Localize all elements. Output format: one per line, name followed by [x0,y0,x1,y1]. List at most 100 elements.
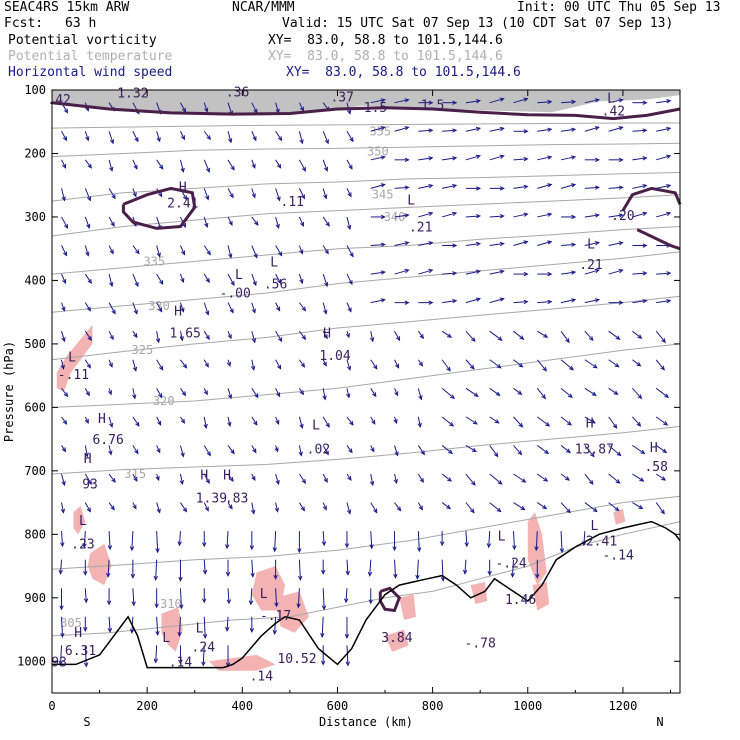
wind-arrow [632,473,644,482]
wind-arrow-head [204,107,209,113]
wind-arrow [179,302,184,312]
wind-arrow [560,531,563,553]
wind-arrow [156,359,164,371]
wind-arrow [536,502,547,509]
wind-arrow-head [380,242,386,247]
wind-arrow [132,131,139,142]
wind-arrow [417,531,420,552]
wind-arrow [346,188,352,197]
wind-arrow [346,473,352,481]
wind-arrow-head [130,573,136,579]
wind-arrow-head [486,543,492,549]
wind-arrow [132,188,137,197]
wind-arrow-head [155,475,160,482]
pv-extremum-label: .58 [644,460,667,475]
wind-arrow-head [419,334,425,340]
wind-arrow-head [446,366,451,372]
wind-arrow [179,588,182,609]
wind-arrow-head [277,279,282,285]
wind-arrow-head [567,421,572,426]
wind-arrow-head [420,450,425,456]
wind-arrow-head [569,365,574,371]
wind-arrow [465,416,478,425]
pv-extremum-label: 6.76 [92,433,123,448]
wind-arrow [417,502,423,510]
wind-arrow [298,330,306,340]
pv-extremum-label: .11 [281,195,304,210]
wind-arrow-head [106,600,112,606]
wind-arrow-head [396,506,402,512]
wind-arrow-head [324,450,329,456]
wind-arrow [156,245,161,257]
wind-arrow [322,473,328,483]
wind-arrow [203,559,206,574]
wind-arrow-head [325,221,330,227]
wind-arrow-head [642,100,648,105]
wind-arrow [251,188,256,198]
wind-arrow [203,302,209,315]
wind-arrow-head [158,307,163,313]
wind-arrow [227,416,231,426]
wind-arrow [131,531,134,551]
wind-arrow-head [662,448,668,454]
wind-arrow-head [452,271,458,276]
wind-arrow [180,502,187,512]
wind-arrow-head [228,504,233,510]
wind-arrow-head [349,137,354,143]
wind-arrow-head [251,509,256,515]
wind-arrow-head [253,253,258,259]
wind-arrow-head [299,390,305,396]
shaded-region [161,607,183,652]
wind-arrow-head [272,629,277,635]
wind-arrow [251,245,258,258]
valid-time: Valid: 15 UTC Sat 07 Sep 13 (10 CDT Sat … [282,16,674,31]
theta-contour [51,142,681,158]
wind-arrow-head [666,126,672,132]
wind-arrow-head [225,571,231,577]
wind-arrow [322,131,329,144]
wind-arrow-head [471,481,476,486]
wind-arrow [560,445,571,453]
wind-arrow-head [298,451,303,457]
wind-arrow [536,473,548,482]
wind-arrow-head [476,214,482,219]
wind-arrow [608,502,619,511]
wind-arrow-head [226,361,232,367]
wind-arrow-head [637,394,643,400]
wind-arrow [156,273,164,285]
wind-arrow-head [618,213,624,218]
wind-arrow [632,272,647,275]
wind-arrow [561,244,576,247]
wind-arrow [370,156,385,161]
wind-arrow-head [499,97,505,102]
wind-arrow-head [250,572,255,578]
wind-arrow-head [133,333,138,339]
pv-extremum-label: .21 [579,258,602,273]
wind-arrow [226,531,229,549]
wind-arrow [322,588,325,610]
wind-arrow [84,588,87,603]
wind-arrow-head [159,280,164,286]
wind-arrow [656,100,671,104]
wind-arrow-head [613,390,619,395]
y-tick-label: 300 [24,210,46,224]
wind-arrow-head [535,573,540,579]
wind-arrow [84,645,87,667]
shaded-region [470,581,488,605]
wind-arrow-head [109,139,115,145]
wind-arrow [227,445,235,454]
wind-arrow [227,216,233,226]
wind-arrow-head [299,249,304,255]
wind-arrow-head [87,279,92,285]
wind-arrow [584,99,599,104]
wind-arrow [227,131,232,143]
wind-arrow-head [615,479,621,484]
wind-arrow [322,188,327,199]
pv-contour [621,186,682,212]
wind-arrow-head [227,334,232,340]
wind-arrow-head [496,507,502,513]
pv-extremum-label: -.00 [220,287,251,302]
wind-arrow-head [205,167,210,173]
wind-arrow [560,299,576,304]
wind-arrow-head [201,661,206,667]
